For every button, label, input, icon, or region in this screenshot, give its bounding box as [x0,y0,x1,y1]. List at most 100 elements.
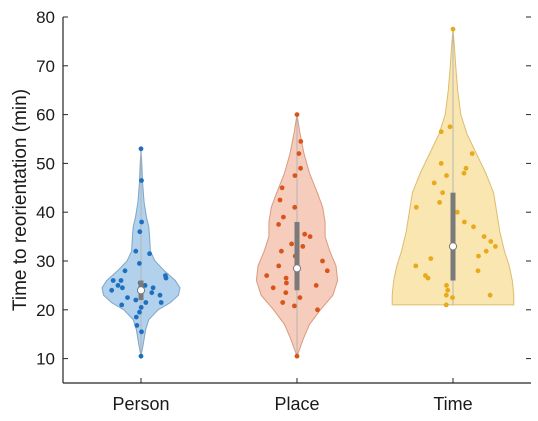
data-point [454,209,460,215]
data-point [461,170,467,176]
data-point [445,287,451,293]
data-point [133,314,139,320]
data-point [292,303,297,309]
data-point [462,219,467,225]
data-point [423,273,428,278]
violins-layer [101,26,515,359]
data-point [139,329,144,335]
data-point [471,224,476,230]
data-point [431,180,437,186]
data-point [279,185,285,191]
data-point [297,295,303,300]
x-tick-label: Place [274,394,319,414]
data-point [469,151,475,157]
data-point [320,258,325,264]
data-point [270,285,276,291]
data-point [302,231,308,237]
data-point [324,268,330,274]
data-point [149,290,155,296]
data-point [276,263,282,269]
data-point [307,234,313,240]
median-marker [448,242,458,251]
data-point [438,161,444,166]
data-point [450,295,455,300]
data-point [276,222,281,227]
data-point [487,292,493,298]
data-point [125,295,130,300]
data-point [493,244,498,249]
data-point [137,309,142,315]
data-point [296,151,302,157]
ticks-layer: 10 20 30 40 50 60 70 80 Person Place Time [36,8,531,414]
data-point [294,112,300,117]
data-point [137,261,142,266]
data-point [119,302,125,308]
data-point [163,273,168,278]
x-tick-label: Person [112,394,169,414]
x-tick-label: Time [433,394,472,414]
y-tick-label: 20 [36,301,55,320]
data-point [283,290,289,296]
y-tick-label: 50 [36,154,55,173]
data-point [413,263,419,269]
data-point [292,204,298,210]
data-point [313,283,319,288]
violin-place [255,112,339,359]
data-point [283,275,289,281]
data-point [157,292,163,298]
data-point [133,297,139,303]
data-point [443,302,449,308]
data-point [277,197,283,203]
iqr-box [294,221,300,291]
data-point [476,253,481,259]
data-point [437,200,442,205]
data-point [120,285,125,291]
data-point [143,300,149,305]
violin-time [391,26,515,308]
y-axis-label: Time to reorientation (min) [10,89,31,311]
y-tick-label: 40 [36,203,55,222]
data-point [138,353,144,359]
data-point [122,268,128,274]
data-point [298,139,304,144]
data-point [483,248,489,254]
data-point [138,305,144,310]
data-point [118,278,124,283]
data-point [138,146,144,152]
data-point [447,124,453,130]
data-point [300,244,306,249]
y-tick-label: 10 [36,350,55,369]
data-point [147,251,153,257]
data-point [264,273,270,278]
data-point [134,323,140,328]
data-point [444,283,449,288]
data-point [440,190,445,196]
data-point [150,285,156,291]
data-point [444,173,449,179]
data-point [280,300,286,305]
data-point [279,248,284,254]
iqr-box [450,192,456,281]
y-tick-label: 30 [36,252,55,271]
data-point [450,26,456,32]
y-tick-label: 70 [36,57,55,76]
data-point [158,300,164,305]
data-point [428,256,434,261]
violin-person [101,146,181,359]
data-point [294,353,300,359]
data-point [133,248,139,254]
data-point [292,173,298,179]
median-marker [292,264,302,273]
median-marker [136,286,146,295]
data-point [438,129,444,135]
data-point [284,280,289,286]
data-point [139,219,145,225]
data-point [289,241,294,247]
data-point [281,214,286,220]
data-point [115,283,121,288]
data-point [413,204,419,210]
data-point [443,292,449,298]
data-point [488,239,494,244]
